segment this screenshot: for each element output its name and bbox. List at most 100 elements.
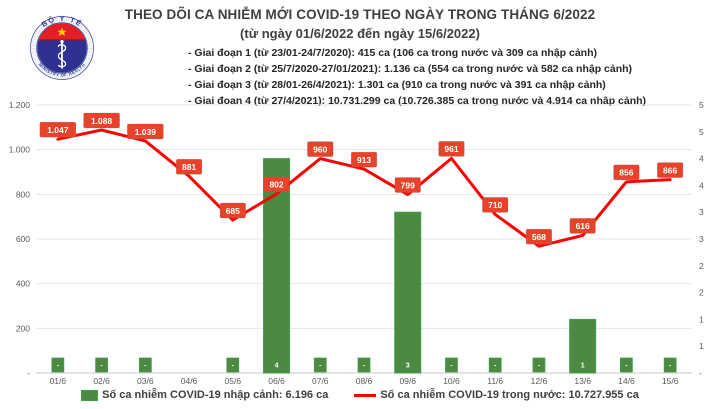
line-value-label-box <box>569 218 596 234</box>
covid-combo-chart: - 200 400 600 800 1.000 1.200 - 1 1 2 2 3 3 4 4 5 5 01/6 02… <box>9 100 704 386</box>
bar-value-label: 3 <box>406 363 410 370</box>
logo-ring-hatch <box>30 16 94 80</box>
x-axis-label: 13/6 <box>574 376 591 386</box>
bar-zero-label-box <box>620 357 633 373</box>
bar-zero-label-box <box>488 357 502 373</box>
x-axis-label: 07/6 <box>312 376 329 386</box>
legend-item-domestic-cases: Số ca nhiễm COVID-19 trong nước: 10.727.… <box>354 389 639 401</box>
line-value-label-box <box>613 164 640 181</box>
x-axis-label: 04/6 <box>181 376 198 386</box>
right-axis-tick-label: - <box>699 368 702 378</box>
left-axis-tick-label: 1.200 <box>9 100 31 110</box>
bar-zero-label-box <box>445 357 458 373</box>
line-value-label: 1.047 <box>47 125 69 135</box>
imported-cases-bar <box>569 318 597 374</box>
x-axis-label: 06/6 <box>268 376 285 386</box>
bar-zero-label-box <box>532 357 546 373</box>
right-axis-tick-label: 5 <box>699 100 704 110</box>
legend-imported-label: Số ca nhiễm COVID-19 nhập cảnh: 6.196 ca <box>102 389 329 401</box>
page-title: THEO DÕI CA NHIỄM MỚI COVID-19 THEO NGÀY… <box>124 7 596 22</box>
bar-value-label: - <box>450 363 453 370</box>
right-axis-tick-label: 1 <box>699 314 704 324</box>
right-axis-tick-label: 1 <box>699 341 704 351</box>
bar-value-label: - <box>363 363 366 370</box>
line-value-label-box <box>219 202 246 219</box>
bar-zero-label-box <box>95 357 108 373</box>
line-value-label: 710 <box>488 200 502 210</box>
bar-value-label: - <box>57 363 60 370</box>
ministry-of-health-logo-svg: BỘ Y TẾ MINISTRY OF HEALTH <box>30 14 94 80</box>
bar-value-label: 1 <box>581 363 585 370</box>
line-value-label-box <box>127 123 164 140</box>
right-axis-tick-label: 4 <box>699 180 704 190</box>
header: THEO DÕI CA NHIỄM MỚI COVID-19 THEO NGÀY… <box>0 7 720 109</box>
line-value-label-box <box>83 112 120 129</box>
line-value-label: 616 <box>576 221 590 231</box>
x-axis-label: 01/6 <box>50 376 67 386</box>
x-axis-label: 11/6 <box>487 376 503 386</box>
line-value-label-box <box>438 141 465 157</box>
left-axis-tick-label: 1.000 <box>9 145 31 155</box>
bar-zero-label-box <box>51 357 65 373</box>
line-value-label: 961 <box>444 144 458 154</box>
line-value-label-box <box>176 158 203 175</box>
line-value-label-box <box>482 197 509 213</box>
line-value-label-box <box>263 176 290 193</box>
right-axis-tick-label: 5 <box>699 127 704 137</box>
x-axis-label: 12/6 <box>531 376 548 386</box>
line-value-label: 960 <box>313 144 327 154</box>
page-subtitle: (từ ngày 01/6/2022 đến ngày 15/6/2022) <box>240 26 480 41</box>
x-axis-label: 09/6 <box>399 376 416 386</box>
left-axis-tick-label: 800 <box>16 189 30 199</box>
line-value-label-box <box>657 162 684 178</box>
line-value-label-box <box>39 121 77 138</box>
imported-cases-bar <box>394 211 422 374</box>
left-axis-tick-label: 600 <box>16 234 30 244</box>
line-value-label: 856 <box>619 168 633 178</box>
bar-zero-label-box <box>226 357 240 373</box>
x-axis-label: 08/6 <box>356 376 373 386</box>
right-axis-tick-label: 2 <box>699 261 704 271</box>
bar-series-swatch-icon <box>81 389 99 401</box>
legend-item-imported-cases: Số ca nhiễm COVID-19 nhập cảnh: 6.196 ca <box>81 389 328 401</box>
bar-value-label: - <box>625 363 628 370</box>
left-axis-tick-label: - <box>27 368 30 378</box>
logo-star-icon <box>57 27 67 36</box>
line-value-label-box <box>307 141 334 157</box>
bar-value-label: - <box>319 363 322 370</box>
line-value-label: 913 <box>357 155 371 165</box>
phase-3-line: - Giai đoạn 3 (từ 28/01-26/4/2021): 1.30… <box>188 79 606 91</box>
right-axis-tick-label: 4 <box>699 154 704 164</box>
bar-value-label: - <box>100 363 103 370</box>
x-axis-label: 15/6 <box>662 376 679 386</box>
legend-domestic-label: Số ca nhiễm COVID-19 trong nước: 10.727.… <box>380 389 639 401</box>
bar-value-label: - <box>494 363 497 370</box>
line-value-label: 568 <box>532 232 546 242</box>
phase-1-line: - Giai đoạn 1 (từ 23/01-24/7/2020): 415 … <box>188 47 598 59</box>
bar-value-label: - <box>669 363 672 370</box>
phase-summary: - Giai đoạn 1 (từ 23/01-24/7/2020): 415 … <box>188 45 720 109</box>
x-axis-label: 05/6 <box>225 376 242 386</box>
bar-value-label: - <box>232 363 235 370</box>
phase-2-line: - Giai đoạn 2 (từ 25/7/2020-27/01/2021):… <box>188 63 633 75</box>
line-value-label: 866 <box>663 165 677 175</box>
bar-value-label: - <box>144 363 147 370</box>
line-value-label-box <box>525 228 552 245</box>
bar-value-label: - <box>538 363 541 370</box>
bar-zero-label-box <box>313 357 327 373</box>
bar-zero-label-box <box>357 357 371 373</box>
x-axis-label: 02/6 <box>93 376 110 386</box>
line-series-swatch-icon <box>354 393 377 397</box>
x-axis-label: 14/6 <box>618 376 635 386</box>
line-value-label: 685 <box>226 206 240 216</box>
bar-value-label: 4 <box>275 363 279 370</box>
line-value-label-box <box>394 177 421 193</box>
rod-of-asclepius-icon <box>57 39 67 69</box>
line-value-label: 1.039 <box>135 127 157 137</box>
line-value-label: 799 <box>401 180 415 190</box>
x-axis-label: 03/6 <box>137 376 154 386</box>
line-value-label: 802 <box>269 180 283 190</box>
line-value-label: 1.088 <box>91 116 113 126</box>
bar-zero-label-box <box>663 357 677 373</box>
left-axis-tick-label: 400 <box>16 279 30 289</box>
